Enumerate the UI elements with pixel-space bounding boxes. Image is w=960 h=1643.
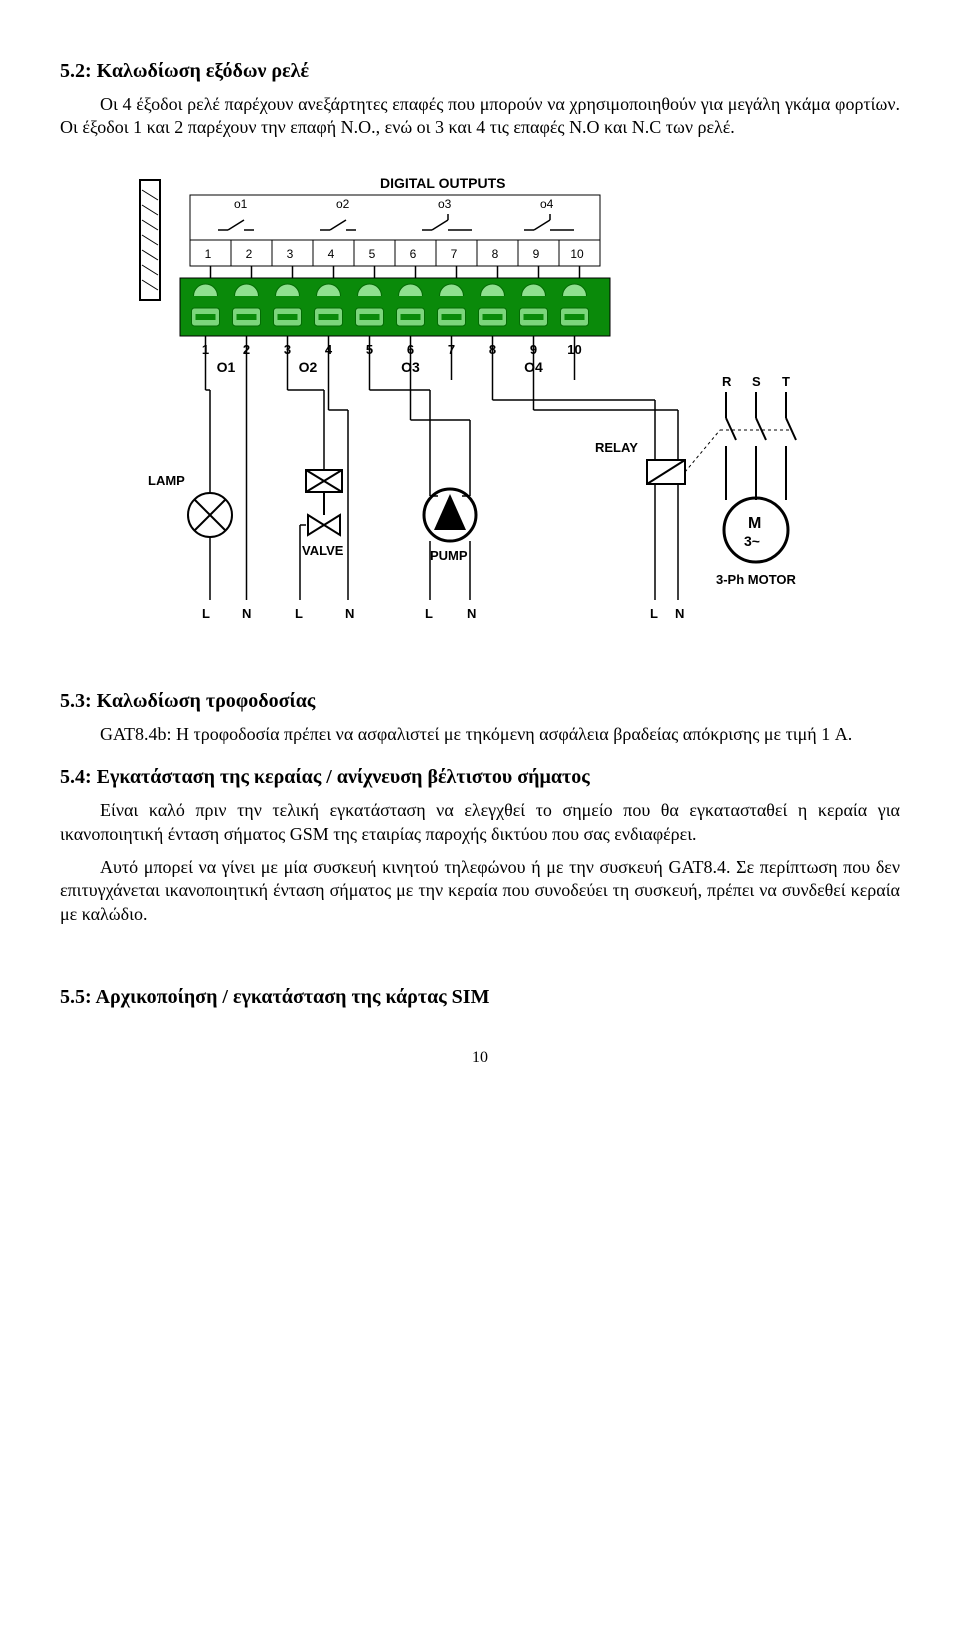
svg-text:S: S xyxy=(752,374,761,389)
svg-text:9: 9 xyxy=(533,247,540,261)
svg-text:N: N xyxy=(467,606,476,621)
section-5-4-para2: Αυτό μπορεί να γίνει με μία συσκευή κινη… xyxy=(60,856,900,926)
svg-text:7: 7 xyxy=(451,247,458,261)
svg-text:o1: o1 xyxy=(234,197,248,211)
svg-text:10: 10 xyxy=(570,247,584,261)
motor-load: M 3~ 3-Ph MOTOR xyxy=(716,498,797,587)
svg-text:PUMP: PUMP xyxy=(430,548,468,563)
svg-text:2: 2 xyxy=(246,247,253,261)
svg-text:L: L xyxy=(425,606,433,621)
three-phase-switch: R S T xyxy=(685,374,796,500)
svg-text:L: L xyxy=(650,606,658,621)
section-5-3-para: GAT8.4b: Η τροφοδοσία πρέπει να ασφαλιστ… xyxy=(60,723,900,746)
svg-text:o3: o3 xyxy=(438,197,452,211)
svg-text:VALVE: VALVE xyxy=(302,543,344,558)
svg-text:1: 1 xyxy=(205,247,212,261)
svg-text:R: R xyxy=(722,374,732,389)
svg-text:N: N xyxy=(242,606,251,621)
pump-load: PUMP xyxy=(424,489,476,563)
page-number: 10 xyxy=(60,1049,900,1067)
svg-text:6: 6 xyxy=(410,247,417,261)
svg-text:LAMP: LAMP xyxy=(148,473,185,488)
svg-text:5: 5 xyxy=(369,247,376,261)
svg-text:3-Ph MOTOR: 3-Ph MOTOR xyxy=(716,572,797,587)
svg-text:L: L xyxy=(202,606,210,621)
lamp-load: LAMP xyxy=(148,473,232,537)
svg-text:8: 8 xyxy=(492,247,499,261)
relay-load: RELAY xyxy=(595,440,685,484)
section-5-2-para: Οι 4 έξοδοι ρελέ παρέχουν ανεξάρτητες επ… xyxy=(60,93,900,140)
svg-text:O1: O1 xyxy=(217,359,236,375)
valve-load: VALVE xyxy=(302,470,344,558)
svg-text:L: L xyxy=(295,606,303,621)
diagram-title: DIGITAL OUTPUTS xyxy=(380,175,505,191)
svg-text:o2: o2 xyxy=(336,197,350,211)
wiring-diagram: DIGITAL OUTPUTS o1o2o3o4 12345678910 123… xyxy=(60,170,900,650)
svg-text:RELAY: RELAY xyxy=(595,440,638,455)
svg-text:3~: 3~ xyxy=(744,533,760,549)
section-5-5-title: 5.5: Αρχικοποίηση / εγκατάσταση της κάρτ… xyxy=(60,986,900,1009)
svg-text:4: 4 xyxy=(328,247,335,261)
section-5-2-title: 5.2: Καλωδίωση εξόδων ρελέ xyxy=(60,60,900,83)
section-5-4-para1: Είναι καλό πριν την τελική εγκατάσταση ν… xyxy=(60,799,900,846)
svg-text:T: T xyxy=(782,374,790,389)
svg-text:M: M xyxy=(748,515,761,532)
svg-text:O2: O2 xyxy=(299,359,318,375)
svg-text:N: N xyxy=(675,606,684,621)
section-5-3-title: 5.3: Καλωδίωση τροφοδοσίας xyxy=(60,690,900,713)
svg-text:N: N xyxy=(345,606,354,621)
section-5-4-title: 5.4: Εγκατάσταση της κεραίας / ανίχνευση… xyxy=(60,766,900,789)
svg-text:3: 3 xyxy=(287,247,294,261)
svg-text:o4: o4 xyxy=(540,197,554,211)
